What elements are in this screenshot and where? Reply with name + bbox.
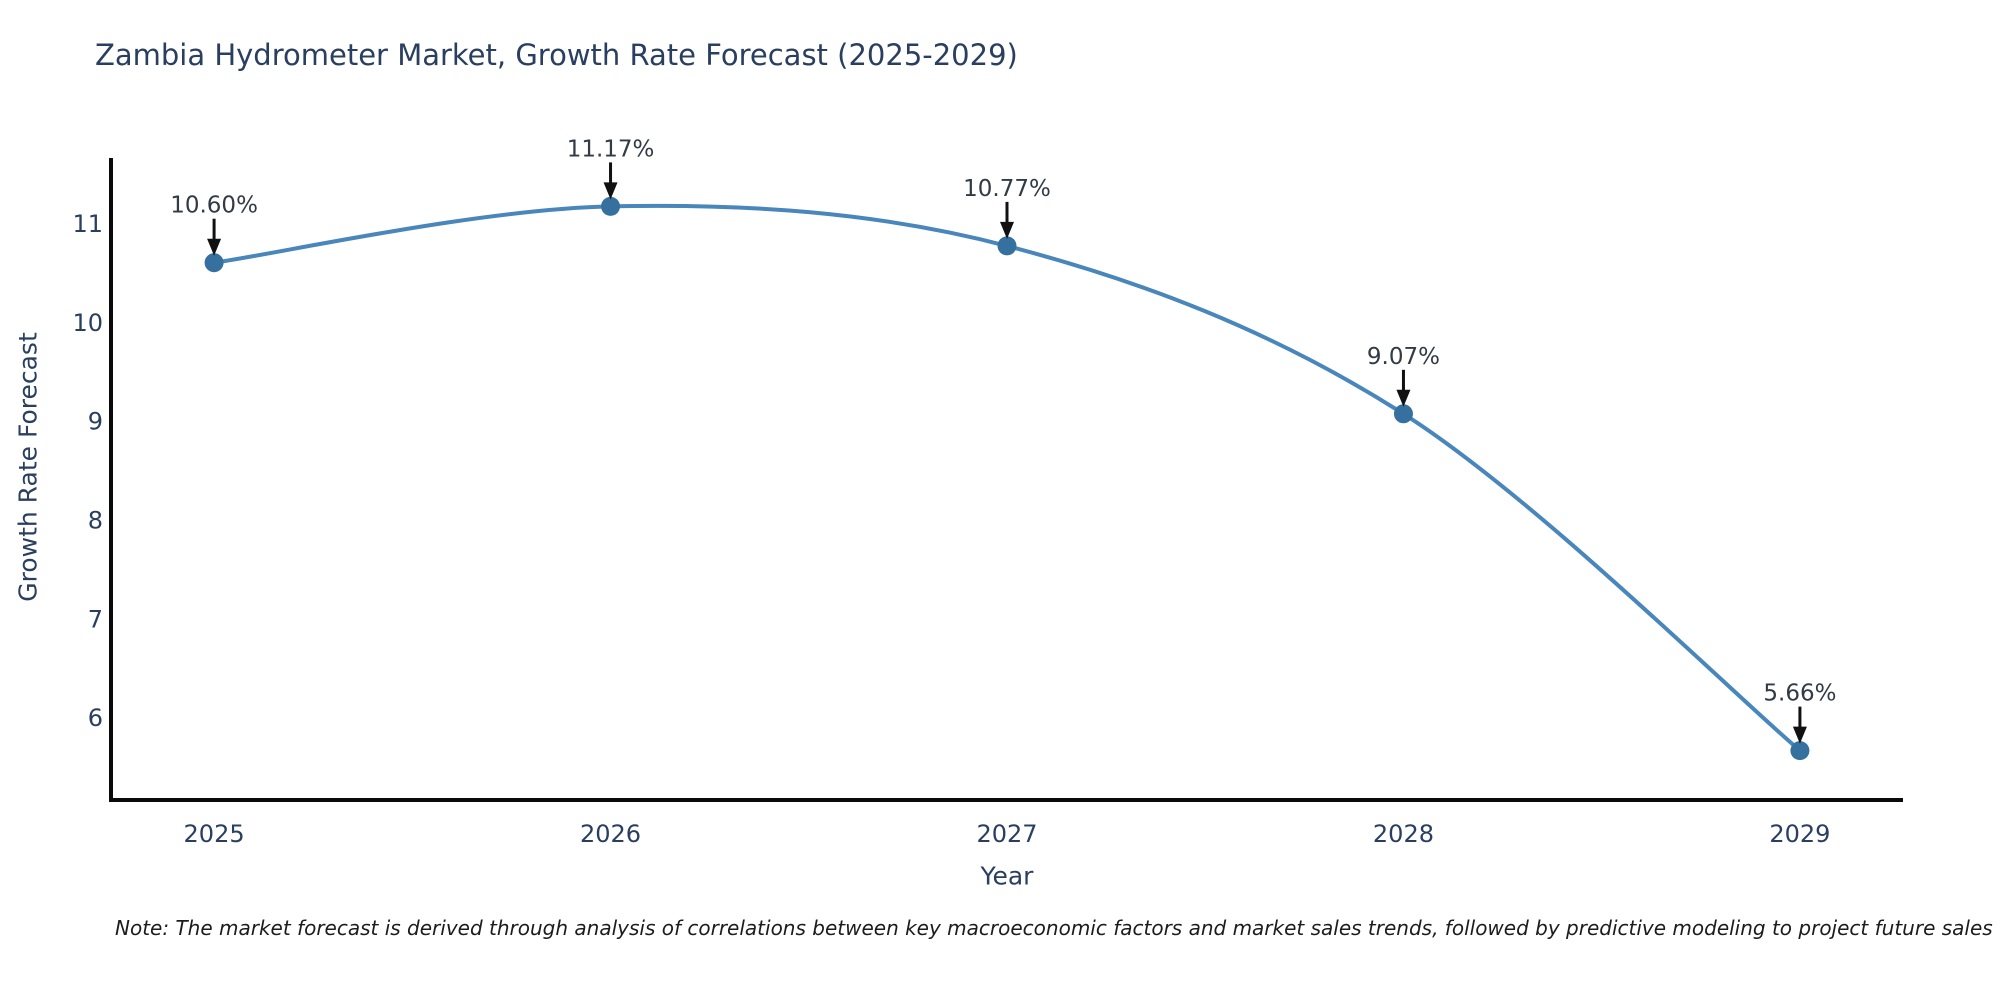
data-point-marker-2027 [997,236,1017,256]
data-point-marker-2026 [601,196,621,216]
point-annotation-label: 9.07% [1367,344,1440,370]
chart-title: Zambia Hydrometer Market, Growth Rate Fo… [95,38,1018,72]
point-annotation-label: 10.77% [963,176,1051,202]
x-axis-title: Year [980,861,1034,891]
annotation-arrowhead [1792,726,1807,744]
point-annotation-label: 11.17% [567,136,655,162]
point-annotation-label: 10.60% [170,193,258,219]
y-tick-label: 10 [72,309,103,337]
x-tick-label: 2029 [1769,820,1830,848]
annotation-arrowhead [207,238,222,256]
y-tick-label: 9 [88,408,103,436]
annotation-arrowhead [603,182,618,200]
series-line [212,203,1802,753]
x-tick-label: 2025 [184,820,245,848]
x-tick-label: 2027 [976,820,1037,848]
annotation-arrowhead [1000,221,1014,239]
data-point-marker-2025 [204,253,224,273]
y-tick-label: 11 [72,210,103,238]
data-point-marker-2028 [1393,404,1413,424]
annotation-arrowhead [1396,389,1411,407]
y-tick-label: 7 [88,605,103,633]
x-tick-label: 2028 [1373,820,1434,848]
data-point-marker-2029 [1790,741,1810,761]
y-tick-label: 6 [88,704,103,732]
point-annotation-label: 5.66% [1763,681,1836,707]
footnote: Note: The market forecast is derived thr… [115,916,1993,940]
y-tick-label: 8 [88,506,103,534]
x-tick-label: 2026 [580,820,641,848]
